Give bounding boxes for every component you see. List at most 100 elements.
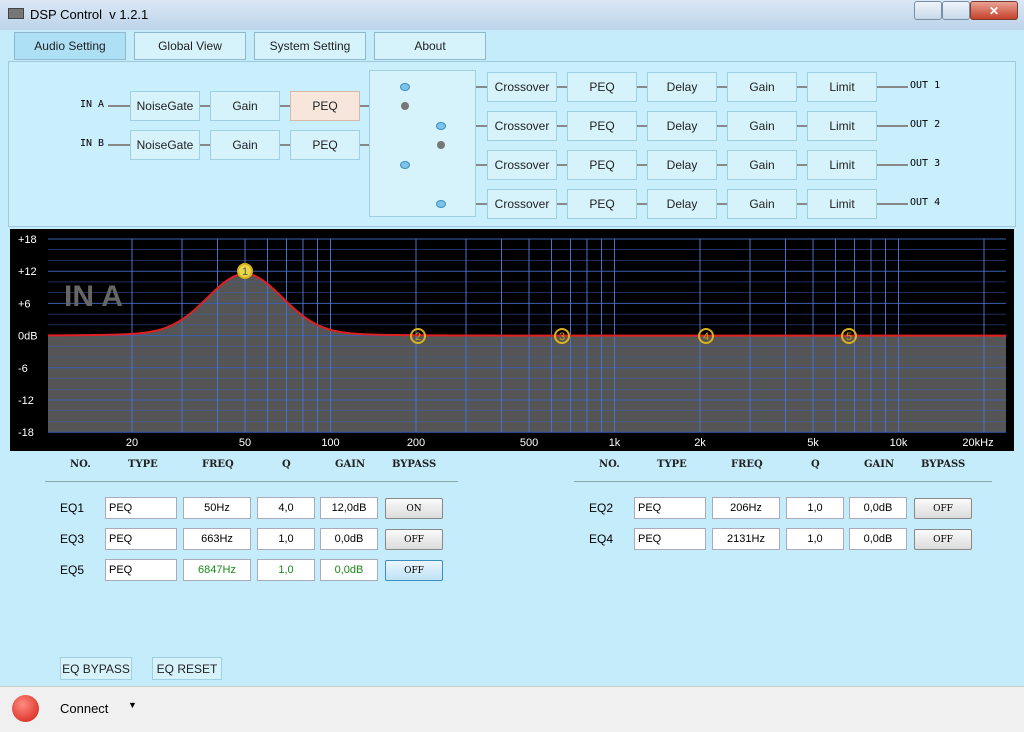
eq-field[interactable]: 12,0dB xyxy=(320,497,378,519)
input-block[interactable]: PEQ xyxy=(290,130,360,160)
output-block[interactable]: Crossover xyxy=(487,189,557,219)
bypass-button[interactable]: ON xyxy=(385,498,443,519)
eq-point xyxy=(237,263,253,279)
connect-label[interactable]: Connect xyxy=(60,701,109,716)
eq-field[interactable]: 0,0dB xyxy=(849,528,907,550)
tab[interactable]: Global View xyxy=(134,32,246,60)
output-block[interactable]: Delay xyxy=(647,189,717,219)
maximize-button[interactable] xyxy=(942,1,970,20)
bypass-button[interactable]: OFF xyxy=(914,529,972,550)
output-block[interactable]: Gain xyxy=(727,111,797,141)
bypass-button[interactable]: OFF xyxy=(914,498,972,519)
title-bar: DSP Control v 1.2.1 ✕ xyxy=(0,0,1024,30)
output-block[interactable]: Gain xyxy=(727,189,797,219)
eq-field[interactable]: 0,0dB xyxy=(320,559,378,581)
output-label: OUT 4 xyxy=(910,197,941,208)
output-block[interactable]: Limit xyxy=(807,150,877,180)
type-select[interactable]: PEQ xyxy=(105,528,177,550)
x-label: 200 xyxy=(407,437,425,449)
eq-field[interactable]: 1,0 xyxy=(257,559,315,581)
input-block[interactable]: Gain xyxy=(210,130,280,160)
column-header: Q xyxy=(282,459,291,470)
eq-field[interactable]: 0,0dB xyxy=(320,528,378,550)
separator xyxy=(45,481,458,482)
eq-field[interactable]: 0,0dB xyxy=(849,497,907,519)
input-block[interactable]: Gain xyxy=(210,91,280,121)
output-block[interactable]: Gain xyxy=(727,150,797,180)
matrix-junction xyxy=(437,141,445,149)
output-block[interactable]: Limit xyxy=(807,111,877,141)
action-button[interactable]: EQ RESET xyxy=(152,657,222,680)
output-block[interactable]: PEQ xyxy=(567,111,637,141)
output-block[interactable]: Delay xyxy=(647,72,717,102)
matrix xyxy=(369,70,476,217)
eq-field[interactable]: 1,0 xyxy=(786,528,844,550)
type-select[interactable]: PEQ xyxy=(634,497,706,519)
output-block[interactable]: Crossover xyxy=(487,150,557,180)
input-block[interactable]: NoiseGate xyxy=(130,91,200,121)
tab[interactable]: Audio Setting xyxy=(14,32,126,60)
bypass-button[interactable]: OFF xyxy=(385,529,443,550)
connection-indicator xyxy=(12,695,39,722)
column-header: BYPASS xyxy=(921,459,966,470)
y-label: +12 xyxy=(18,266,37,278)
matrix-node xyxy=(436,122,446,130)
output-block[interactable]: Limit xyxy=(807,189,877,219)
response-curve xyxy=(47,272,1006,337)
column-header: NO. xyxy=(70,459,91,470)
eq-field[interactable]: 206Hz xyxy=(712,497,780,519)
bypass-button[interactable]: OFF xyxy=(385,560,443,581)
column-header: NO. xyxy=(599,459,620,470)
x-label: 20kHz xyxy=(962,437,993,449)
type-select[interactable]: PEQ xyxy=(105,559,177,581)
close-button[interactable]: ✕ xyxy=(970,1,1018,20)
y-label: -18 xyxy=(18,427,34,439)
output-block[interactable]: PEQ xyxy=(567,189,637,219)
status-bar: Connect ▼ xyxy=(0,686,1024,732)
input-label: IN A xyxy=(80,99,105,110)
eq-point-label: 4 xyxy=(703,331,709,343)
x-label: 5k xyxy=(807,437,819,449)
input-block[interactable]: PEQ xyxy=(290,91,360,121)
eq-point xyxy=(698,328,714,344)
eq-point-label: 1 xyxy=(242,266,248,278)
output-block[interactable]: Gain xyxy=(727,72,797,102)
eq-field[interactable]: 2131Hz xyxy=(712,528,780,550)
matrix-node xyxy=(400,161,410,169)
eq-graph: +18 +12 +6 0dB -6 -12 -18 20 50 100 200 500 1k 2k 5k 10… xyxy=(10,229,1014,451)
action-button[interactable]: EQ BYPASS xyxy=(60,657,132,680)
eq-point-label: 2 xyxy=(415,331,421,343)
output-block[interactable]: Crossover xyxy=(487,111,557,141)
output-block[interactable]: PEQ xyxy=(567,150,637,180)
output-block[interactable]: Delay xyxy=(647,150,717,180)
input-block[interactable]: NoiseGate xyxy=(130,130,200,160)
column-header: BYPASS xyxy=(392,459,437,470)
connect-dropdown[interactable]: ▼ xyxy=(128,700,137,710)
eq-field[interactable]: 1,0 xyxy=(257,528,315,550)
eq-field[interactable]: 1,0 xyxy=(786,497,844,519)
type-select[interactable]: PEQ xyxy=(634,528,706,550)
eq-field[interactable]: 6847Hz xyxy=(183,559,251,581)
output-block[interactable]: Crossover xyxy=(487,72,557,102)
separator xyxy=(574,481,992,482)
minimize-button[interactable] xyxy=(914,1,942,20)
eq-field[interactable]: 50Hz xyxy=(183,497,251,519)
column-header: TYPE xyxy=(657,459,687,470)
tab[interactable]: About xyxy=(374,32,486,60)
column-header: GAIN xyxy=(335,459,366,470)
x-label: 50 xyxy=(239,437,251,449)
eq-label: EQ2 xyxy=(589,501,614,515)
eq-field[interactable]: 4,0 xyxy=(257,497,315,519)
response-fill xyxy=(48,273,1006,433)
window-title: DSP Control v 1.2.1 xyxy=(30,7,149,22)
output-block[interactable]: Delay xyxy=(647,111,717,141)
column-header: Q xyxy=(811,459,820,470)
output-block[interactable]: PEQ xyxy=(567,72,637,102)
column-header: TYPE xyxy=(128,459,158,470)
eq-label: EQ4 xyxy=(589,532,614,546)
output-block[interactable]: Limit xyxy=(807,72,877,102)
type-select[interactable]: PEQ xyxy=(105,497,177,519)
tab[interactable]: System Setting xyxy=(254,32,366,60)
eq-field[interactable]: 663Hz xyxy=(183,528,251,550)
